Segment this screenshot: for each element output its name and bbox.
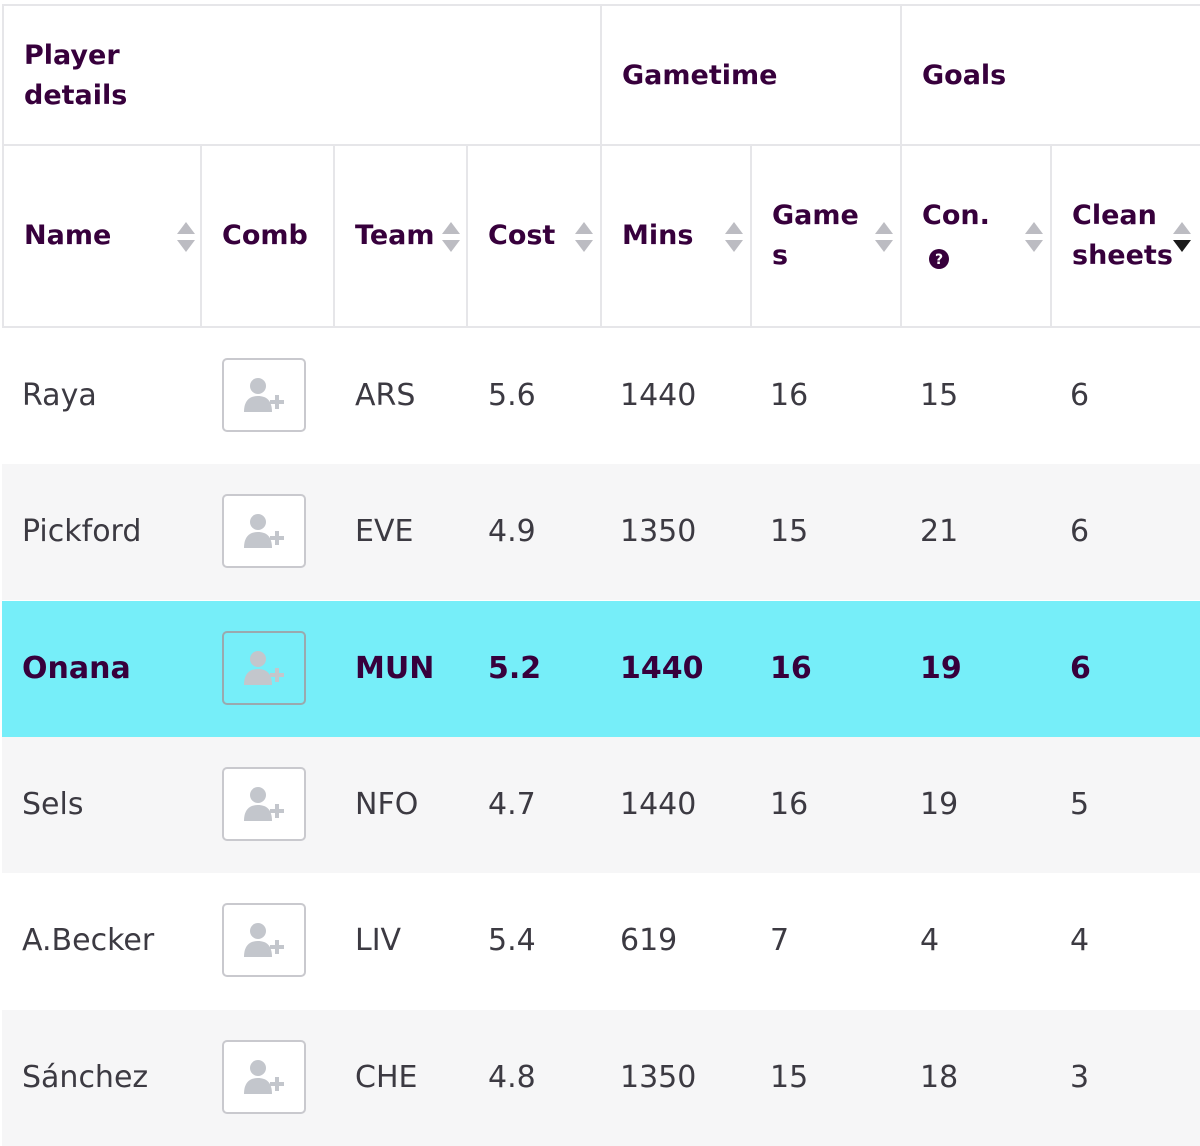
comb-add-button[interactable]	[222, 630, 306, 705]
cell-team: ARS	[355, 378, 416, 413]
cell-conceded: 15	[920, 378, 959, 413]
sort-arrows-icon[interactable]	[176, 222, 196, 254]
cell-mins: 1440	[620, 786, 697, 822]
cell-conceded: 4	[920, 923, 940, 959]
column-header-cost[interactable]: Cost	[468, 146, 602, 328]
cell-mins: 1350	[620, 1059, 697, 1095]
table-row[interactable]: Sánchez CHE 4.8 1350 15 18 3	[2, 1009, 1200, 1146]
cell-team: MUN	[355, 650, 435, 686]
group-header-gametime-label: Gametime	[622, 60, 778, 91]
add-user-icon	[244, 786, 284, 821]
cell-games: 7	[770, 923, 790, 959]
cell-games: 16	[770, 650, 812, 686]
cell-clean-sheets: 5	[1070, 786, 1090, 822]
svg-text:?: ?	[935, 252, 943, 268]
table-row[interactable]: Raya ARS 5.6 1440 16 15 6	[2, 328, 1200, 464]
add-user-icon	[244, 378, 284, 412]
sort-arrows-icon[interactable]	[874, 222, 894, 254]
cell-games: 16	[770, 786, 809, 822]
add-user-icon	[244, 1059, 284, 1094]
cell-mins: 1440	[620, 378, 697, 413]
column-header-mins-label: Mins	[622, 220, 694, 251]
column-header-comb: Comb	[202, 146, 335, 328]
table-row[interactable]: Sels NFO 4.7 1440 16 19 5	[2, 736, 1200, 873]
sort-arrows-icon[interactable]	[574, 222, 594, 254]
cell-name: Onana	[22, 650, 131, 686]
table-row[interactable]: Onana MUN 5.2 1440 16 19 6	[2, 600, 1200, 737]
cell-name: A.Becker	[22, 923, 155, 959]
question-circle-icon[interactable]: ?	[928, 248, 950, 270]
cell-conceded: 19	[920, 650, 962, 686]
cell-name: Raya	[22, 378, 97, 413]
column-header-clean-sheets[interactable]: Clean sheets	[1052, 146, 1200, 328]
cell-mins: 619	[620, 923, 678, 959]
cell-games: 16	[770, 378, 809, 413]
cell-cost: 5.4	[488, 923, 536, 959]
cell-cost: 5.2	[488, 650, 542, 686]
column-header-name-label: Name	[24, 220, 112, 251]
sort-arrows-icon[interactable]	[441, 222, 461, 254]
cell-name: Sánchez	[22, 1059, 149, 1095]
column-header-team-label: Team	[355, 220, 435, 251]
cell-mins: 1440	[620, 650, 704, 686]
cell-conceded: 21	[920, 514, 959, 550]
sort-arrows-icon[interactable]	[1024, 222, 1044, 254]
cell-cost: 4.7	[488, 786, 536, 822]
column-header-games[interactable]: Games	[752, 146, 902, 328]
column-header-clean-sheets-label: Clean sheets	[1072, 200, 1173, 271]
cell-conceded: 19	[920, 786, 959, 822]
table-row[interactable]: Pickford EVE 4.9 1350 15 21 6	[2, 464, 1200, 601]
cell-name: Pickford	[22, 514, 142, 550]
cell-conceded: 18	[920, 1059, 959, 1095]
column-header-games-label: Games	[772, 200, 859, 271]
add-user-icon	[244, 650, 284, 685]
group-header-player-details-label: Player details	[24, 40, 128, 111]
cell-games: 15	[770, 514, 809, 550]
cell-name: Sels	[22, 786, 84, 822]
cell-games: 15	[770, 1059, 809, 1095]
cell-clean-sheets: 3	[1070, 1059, 1090, 1095]
table-row[interactable]: A.Becker LIV 5.4 619 7 4 4	[2, 873, 1200, 1009]
column-header-conceded[interactable]: Con. ?	[902, 146, 1052, 328]
column-header-cost-label: Cost	[488, 220, 556, 251]
cell-team: LIV	[355, 923, 402, 959]
column-header-conceded-label: Con.	[922, 200, 990, 231]
group-header-goals: Goals	[902, 4, 1200, 146]
cell-team: CHE	[355, 1059, 418, 1095]
cell-clean-sheets: 4	[1070, 923, 1090, 959]
comb-add-button[interactable]	[222, 358, 306, 432]
column-header-name[interactable]: Name	[2, 146, 202, 328]
sort-arrows-icon[interactable]	[724, 222, 744, 254]
group-header-player-details: Player details	[2, 4, 602, 146]
add-user-icon	[244, 514, 284, 549]
cell-cost: 5.6	[488, 378, 536, 413]
column-header-team[interactable]: Team	[335, 146, 468, 328]
comb-add-button[interactable]	[222, 766, 306, 841]
sort-arrows-icon[interactable]	[1172, 222, 1192, 254]
column-header-comb-label: Comb	[222, 220, 308, 251]
cell-clean-sheets: 6	[1070, 650, 1091, 686]
cell-clean-sheets: 6	[1070, 514, 1090, 550]
group-header-goals-label: Goals	[922, 60, 1007, 91]
column-header-mins[interactable]: Mins	[602, 146, 752, 328]
cell-cost: 4.9	[488, 514, 536, 550]
group-header-gametime: Gametime	[602, 4, 902, 146]
cell-clean-sheets: 6	[1070, 378, 1090, 413]
comb-add-button[interactable]	[222, 903, 306, 978]
comb-add-button[interactable]	[222, 494, 306, 569]
cell-mins: 1350	[620, 514, 697, 550]
cell-team: NFO	[355, 786, 419, 822]
add-user-icon	[244, 923, 284, 958]
cell-team: EVE	[355, 514, 414, 550]
comb-add-button[interactable]	[222, 1039, 306, 1114]
cell-cost: 4.8	[488, 1059, 536, 1095]
